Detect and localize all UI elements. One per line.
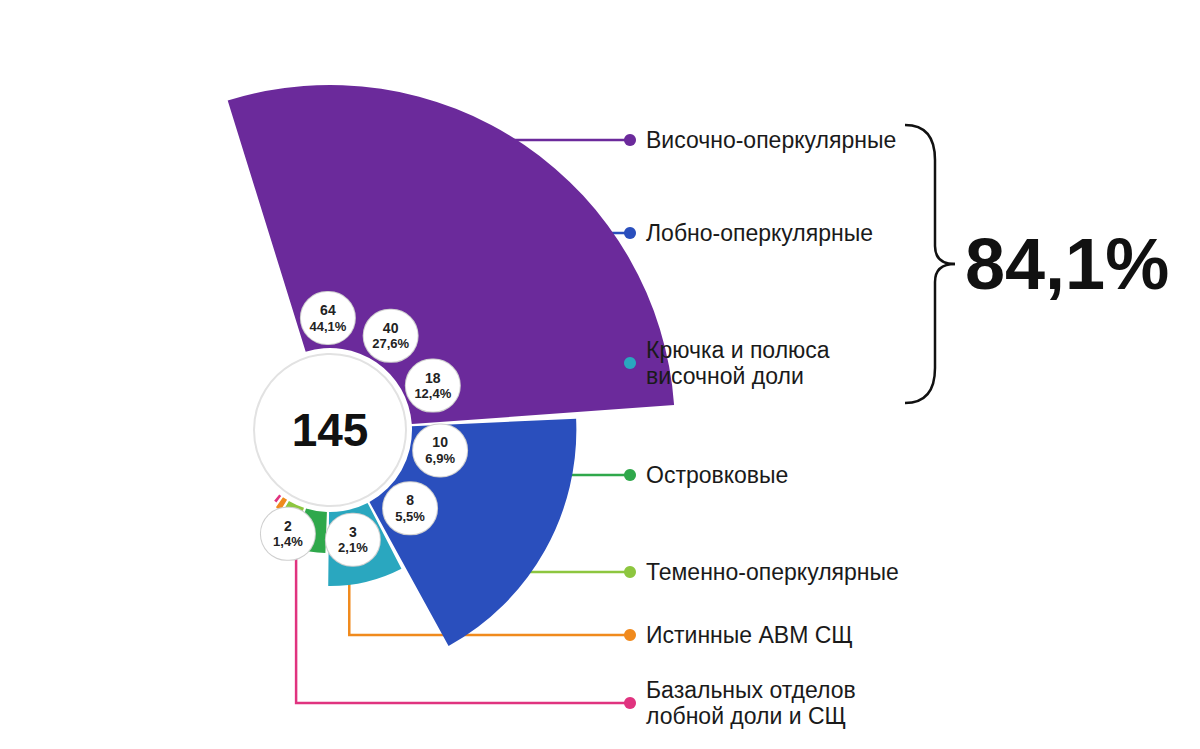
svg-text:44,1%: 44,1% — [309, 319, 346, 334]
svg-text:40: 40 — [383, 320, 399, 336]
svg-text:3: 3 — [349, 524, 357, 540]
svg-text:Теменно-оперкулярные: Теменно-оперкулярные — [646, 559, 899, 585]
svg-text:височной доли: височной доли — [646, 363, 804, 389]
svg-text:2,1%: 2,1% — [338, 540, 368, 555]
svg-text:84,1%: 84,1% — [965, 224, 1169, 304]
svg-text:12,4%: 12,4% — [414, 386, 451, 401]
svg-text:8: 8 — [406, 492, 414, 508]
svg-text:лобной доли и СЩ: лобной доли и СЩ — [646, 703, 846, 729]
svg-text:Базальных отделов: Базальных отделов — [646, 677, 856, 703]
svg-text:2: 2 — [284, 518, 292, 534]
svg-text:Височно-оперкулярные: Височно-оперкулярные — [646, 127, 896, 153]
svg-text:Истинные АВМ СЩ: Истинные АВМ СЩ — [646, 622, 853, 648]
svg-text:10: 10 — [432, 434, 448, 450]
svg-text:64: 64 — [320, 302, 336, 318]
svg-text:Крючка и полюса: Крючка и полюса — [646, 337, 830, 363]
svg-text:27,6%: 27,6% — [372, 336, 409, 351]
svg-text:Лобно-оперкулярные: Лобно-оперкулярные — [646, 220, 873, 246]
svg-text:1,4%: 1,4% — [273, 534, 303, 549]
svg-text:6,9%: 6,9% — [425, 451, 455, 466]
svg-text:5,5%: 5,5% — [395, 509, 425, 524]
svg-text:145: 145 — [292, 404, 369, 456]
svg-text:18: 18 — [425, 370, 441, 386]
svg-text:Островковые: Островковые — [646, 462, 788, 488]
